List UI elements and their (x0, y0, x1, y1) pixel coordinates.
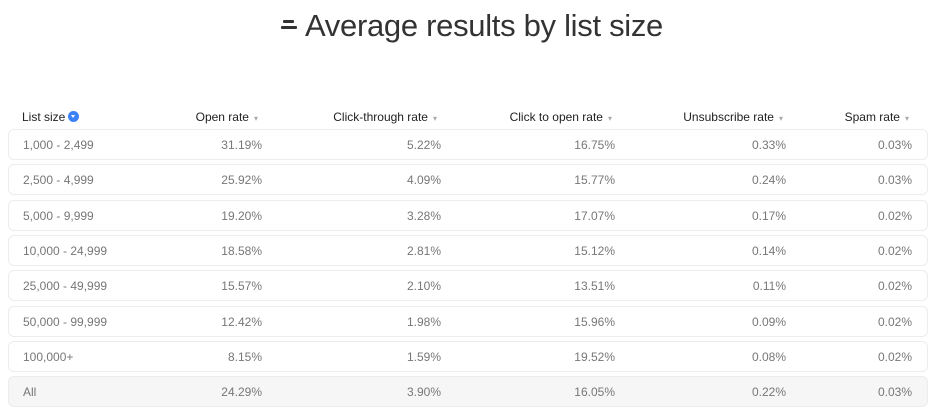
table-row: 25,000 - 49,999 15.57% 2.10% 13.51% 0.11% 0.0… (8, 270, 928, 302)
column-header-label: Open rate (195, 110, 249, 124)
table-cell: 19.20% (221, 208, 262, 223)
table-cell: 2.81% (406, 243, 441, 258)
table-cell: 15.96% (574, 314, 615, 329)
table-cell: 0.03% (877, 138, 912, 152)
table-row-total: All 24.29% 3.90% 16.05% 0.22% 0.03% (8, 376, 928, 408)
column-header-click-through-rate[interactable]: Click-through rate ▾ (333, 110, 437, 124)
table-cell: 15.12% (574, 243, 615, 258)
table-cell: 25,000 - 49,999 (23, 279, 108, 294)
sort-descending-icon[interactable] (68, 111, 80, 123)
column-header-unsubscribe-rate[interactable]: Unsubscribe rate ▾ (683, 110, 783, 124)
table-row: 1,000 - 2,499 31.19% 5.22% 16.75% 0.33% 0.03% (8, 129, 928, 160)
table-cell: 0.02% (877, 243, 912, 258)
sort-arrow-icon[interactable]: ▾ (607, 114, 612, 123)
column-header-list-size[interactable]: List size (22, 110, 80, 124)
table-cell: 0.14% (751, 243, 786, 258)
table-cell: 3.90% (406, 385, 441, 400)
sort-arrow-icon[interactable]: ▾ (253, 114, 258, 123)
table-header: List size Open rate ▾ Click-through rate ▾ Cl… (0, 110, 944, 128)
table-row: 5,000 - 9,999 19.20% 3.28% 17.07% 0.17% 0.02% (8, 199, 928, 231)
table-cell: 1,000 - 2,499 (23, 138, 94, 152)
table-cell: 10,000 - 24,999 (23, 243, 108, 258)
table-cell: 5,000 - 9,999 (23, 208, 94, 223)
column-header-label: Click to open rate (509, 110, 603, 124)
table-cell: 17.07% (574, 208, 615, 223)
title-text: Average results by list size (304, 8, 663, 43)
column-header-open-rate[interactable]: Open rate ▾ (196, 110, 258, 124)
column-header-click-to-open-rate[interactable]: Click to open rate ▾ (510, 110, 612, 124)
column-header-label: Click-through rate (333, 110, 428, 124)
table-cell: 16.05% (574, 385, 615, 400)
table-cell: 0.02% (877, 279, 912, 294)
table-cell: 15.57% (221, 279, 262, 294)
table-cell: 0.09% (751, 314, 786, 329)
table-cell: 2.10% (406, 279, 441, 294)
table-cell: 3.28% (406, 208, 441, 223)
table-cell: 0.02% (877, 208, 912, 223)
column-header-label: List size (22, 110, 66, 124)
column-header-spam-rate[interactable]: Spam rate ▾ (845, 110, 909, 124)
table-cell: 8.15% (227, 349, 262, 364)
sort-arrow-icon[interactable]: ▾ (778, 114, 783, 123)
table-cell: 16.75% (574, 138, 615, 152)
table-cell: 25.92% (221, 173, 262, 188)
column-header-label: Spam rate (844, 110, 900, 124)
table-cell: All (23, 385, 37, 400)
table-cell: 100,000+ (23, 349, 74, 364)
table-cell: 5.22% (406, 138, 441, 152)
table-row: 100,000+ 8.15% 1.59% 19.52% 0.08% 0.02% (8, 340, 928, 372)
table-cell: 0.02% (877, 314, 912, 329)
column-header-label: Unsubscribe rate (683, 110, 774, 124)
table-cell: 0.02% (877, 349, 912, 364)
sort-arrow-icon[interactable]: ▾ (904, 114, 909, 123)
table-cell: 31.19% (221, 138, 262, 152)
table-cell: 0.24% (751, 173, 786, 188)
table-cell: 50,000 - 99,999 (23, 314, 108, 329)
table-row: 2,500 - 4,999 25.92% 4.09% 15.77% 0.24% 0.03% (8, 164, 928, 196)
table-cell: 0.03% (877, 385, 912, 400)
table-cell: 2,500 - 4,999 (23, 173, 94, 188)
table-cell: 0.03% (877, 173, 912, 188)
table-cell: 0.08% (751, 349, 786, 364)
table-cell: 0.17% (751, 208, 786, 223)
sort-arrow-icon[interactable]: ▾ (432, 114, 437, 123)
table-cell: 24.29% (221, 385, 262, 400)
table-cell: 19.52% (574, 349, 615, 364)
table-cell: 18.58% (221, 243, 262, 258)
page-title: Average results by list size (0, 8, 944, 44)
table-cell: 1.98% (406, 314, 441, 329)
table-cell: 0.11% (752, 279, 786, 294)
list-lines-icon (280, 17, 297, 33)
table-cell: 4.09% (406, 173, 441, 188)
table-cell: 12.42% (221, 314, 262, 329)
table-row: 10,000 - 24,999 18.58% 2.81% 15.12% 0.14% 0.0… (8, 234, 928, 266)
table-cell: 15.77% (574, 173, 615, 188)
table-row: 50,000 - 99,999 12.42% 1.98% 15.96% 0.09% 0.0… (8, 305, 928, 337)
table-cell: 0.22% (751, 385, 786, 400)
table-cell: 0.33% (751, 138, 786, 152)
table-cell: 13.51% (574, 279, 615, 294)
table-cell: 1.59% (406, 349, 441, 364)
